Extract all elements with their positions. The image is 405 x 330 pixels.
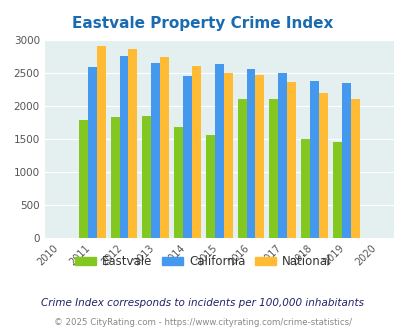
- Bar: [87, 67, 96, 238]
- Bar: [223, 73, 232, 238]
- Bar: [174, 127, 183, 238]
- Bar: [255, 75, 264, 238]
- Bar: [79, 120, 87, 238]
- Bar: [214, 64, 223, 238]
- Bar: [286, 82, 295, 238]
- Bar: [111, 117, 119, 238]
- Text: © 2025 CityRating.com - https://www.cityrating.com/crime-statistics/: © 2025 CityRating.com - https://www.city…: [54, 318, 351, 327]
- Legend: Eastvale, California, National: Eastvale, California, National: [70, 250, 335, 273]
- Text: Crime Index corresponds to incidents per 100,000 inhabitants: Crime Index corresponds to incidents per…: [41, 298, 364, 308]
- Bar: [151, 63, 160, 238]
- Bar: [332, 142, 341, 238]
- Bar: [142, 116, 151, 238]
- Text: Eastvale Property Crime Index: Eastvale Property Crime Index: [72, 16, 333, 31]
- Bar: [350, 99, 359, 238]
- Bar: [96, 46, 105, 238]
- Bar: [119, 56, 128, 238]
- Bar: [237, 99, 246, 238]
- Bar: [341, 83, 350, 238]
- Bar: [183, 76, 192, 238]
- Bar: [277, 73, 286, 238]
- Bar: [309, 81, 318, 238]
- Bar: [301, 139, 309, 238]
- Bar: [192, 66, 200, 238]
- Bar: [205, 135, 214, 238]
- Bar: [160, 57, 168, 238]
- Bar: [318, 93, 327, 238]
- Bar: [128, 49, 137, 238]
- Bar: [246, 69, 255, 238]
- Bar: [269, 99, 277, 238]
